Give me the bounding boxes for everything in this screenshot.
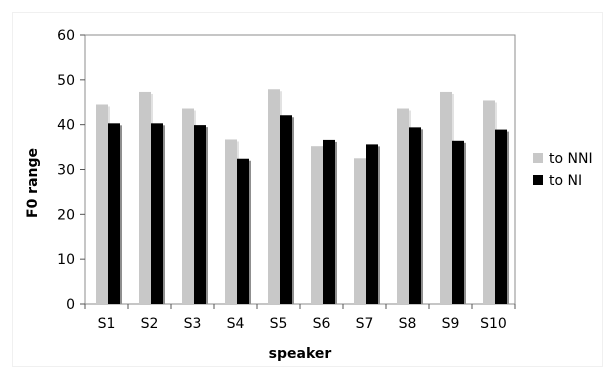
bar	[139, 91, 151, 305]
legend: to NNI to NI	[533, 151, 593, 189]
x-tick-label: S3	[184, 316, 202, 332]
bar	[397, 108, 409, 304]
y-axis-title: F0 range	[25, 148, 41, 218]
bar	[151, 123, 163, 305]
bar	[440, 91, 452, 305]
y-tick-label: 30	[57, 163, 75, 179]
bar	[108, 123, 120, 305]
bar	[452, 140, 464, 304]
x-axis-title: speaker	[269, 346, 332, 362]
y-tick-label: 60	[57, 28, 75, 44]
legend-swatch	[533, 175, 543, 185]
y-tick-label: 10	[57, 252, 75, 268]
x-tick-label: S1	[98, 316, 116, 332]
bar	[495, 129, 507, 304]
bar	[354, 158, 366, 304]
y-tick-label: 50	[57, 73, 75, 89]
y-tick-label: 0	[66, 297, 75, 313]
axes: 0 10 20 30 40 50 60 S1 S2 S3 S4 S5 S6 S7 S8 S9 S10	[57, 28, 516, 332]
bar	[225, 139, 237, 304]
bar	[409, 127, 421, 305]
x-tick-label: S2	[141, 316, 159, 332]
bar	[323, 139, 335, 304]
chart-border	[12, 12, 603, 367]
bar	[366, 144, 378, 304]
bar	[96, 104, 108, 304]
x-tick-label: S4	[227, 316, 245, 332]
bars	[96, 89, 509, 305]
y-tick-label: 40	[57, 118, 75, 134]
x-tick-label: S9	[442, 316, 460, 332]
legend-label: to NI	[549, 173, 582, 189]
bar	[280, 115, 292, 304]
bar	[237, 158, 249, 304]
bar	[311, 146, 323, 304]
legend-label: to NNI	[549, 151, 593, 167]
bar	[182, 108, 194, 304]
x-tick-label: S8	[399, 316, 417, 332]
y-tick-label: 20	[57, 207, 75, 223]
legend-swatch	[533, 153, 543, 163]
x-tick-label: S5	[270, 316, 288, 332]
bar	[268, 89, 280, 304]
x-tick-label: S10	[480, 316, 507, 332]
x-tick-label: S7	[356, 316, 374, 332]
bar	[194, 125, 206, 305]
bar	[483, 100, 495, 304]
x-tick-label: S6	[313, 316, 331, 332]
